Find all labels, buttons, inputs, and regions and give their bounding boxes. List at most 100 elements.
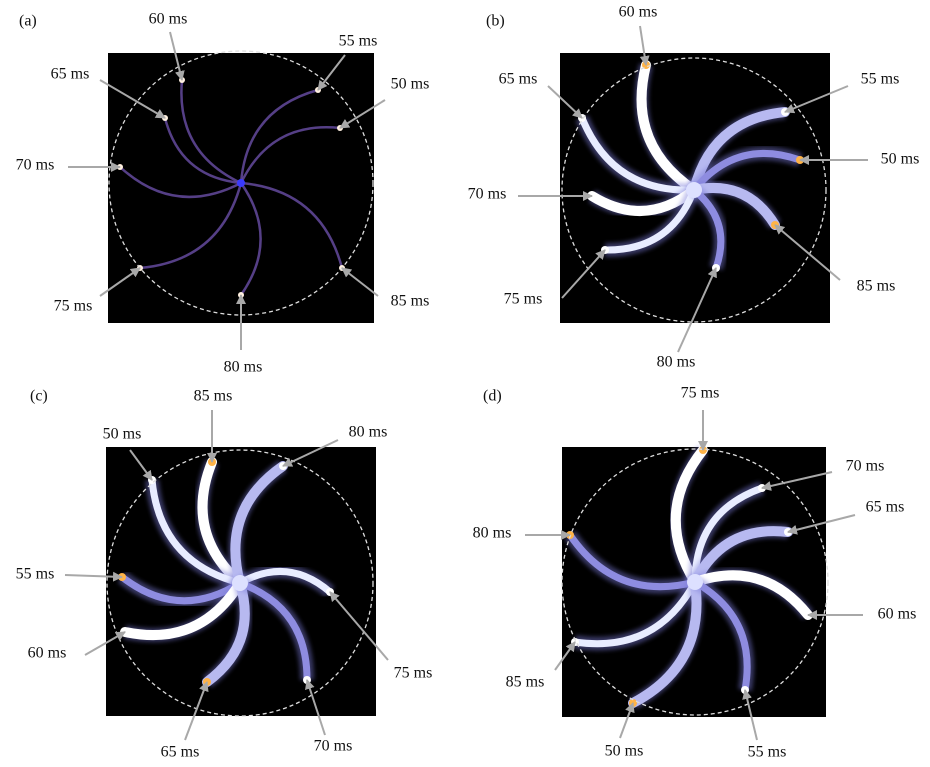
panel: (a) 60 ms 55 ms 65 ms 50 ms 70 ms 75 ms 85 ms 80… [16, 11, 430, 376]
boundary [108, 50, 374, 316]
arrow [84, 631, 126, 656]
arrow [619, 702, 635, 739]
annotation: 75 ms [54, 298, 93, 315]
annotation: 55 ms [748, 744, 787, 761]
panel: (c) 85 ms 50 ms 80 ms 55 ms 60 ms 75 ms 65 ms 70… [16, 388, 433, 761]
streamer [139, 182, 243, 270]
annotation: 70 ms [314, 738, 353, 755]
annotation: 60 ms [149, 11, 188, 28]
arrow [329, 591, 389, 661]
streamer [240, 181, 344, 269]
annotation: 55 ms [16, 566, 55, 583]
panel: (b) 60 ms 65 ms 55 ms 50 ms 70 ms 75 ms 85 ms 80… [468, 4, 920, 371]
annotation: 50 ms [103, 426, 142, 443]
arrow [339, 99, 386, 129]
annotation: 65 ms [161, 744, 200, 761]
annotation: 50 ms [391, 76, 430, 93]
arrow [184, 681, 209, 741]
annotation: 75 ms [504, 291, 543, 308]
streamer [230, 461, 288, 588]
center [232, 575, 248, 591]
arrow [639, 25, 650, 66]
annotation: 65 ms [866, 499, 905, 516]
streamer [636, 60, 699, 195]
arrow [317, 54, 346, 91]
streamer [628, 577, 702, 708]
streamer [601, 186, 698, 254]
arrow [677, 267, 717, 353]
streamer [236, 579, 311, 684]
annotation: 60 ms [878, 606, 917, 623]
annotation: 55 ms [861, 71, 900, 88]
streamer [690, 570, 813, 620]
arrow [129, 449, 153, 481]
annotation: 80 ms [473, 525, 512, 542]
streamer [566, 531, 699, 591]
streamer [236, 567, 334, 596]
annotation: 85 ms [391, 293, 430, 310]
streamer [690, 150, 804, 194]
annotation: 85 ms [194, 388, 233, 405]
center [686, 182, 702, 198]
arrow [761, 471, 833, 491]
streamer [239, 126, 341, 184]
boundary [561, 448, 829, 716]
annotation: 70 ms [846, 458, 885, 475]
arrow [341, 267, 379, 297]
annotation: 50 ms [605, 743, 644, 760]
boundary [106, 449, 374, 717]
streamer [239, 88, 319, 184]
panel-label: (a) [19, 13, 37, 30]
annotation: 65 ms [499, 71, 538, 88]
arrow [99, 79, 166, 119]
streamer [119, 166, 242, 199]
streamer [148, 476, 244, 587]
annotation: 70 ms [16, 157, 55, 174]
arrow [282, 439, 339, 467]
arrow [554, 641, 576, 671]
annotation: 80 ms [657, 354, 696, 371]
panel-label: (c) [30, 388, 48, 405]
annotation: 55 ms [339, 33, 378, 50]
center [237, 179, 245, 187]
arrow [64, 571, 123, 582]
annotation: 60 ms [28, 645, 67, 662]
arrow [787, 514, 856, 535]
arrow [305, 679, 326, 736]
arrow [169, 31, 185, 81]
streamer [670, 445, 708, 587]
annotation: 70 ms [468, 186, 507, 203]
annotation: 80 ms [349, 424, 388, 441]
panel-label: (d) [483, 388, 502, 405]
streamer [180, 79, 242, 185]
streamer [239, 182, 262, 296]
streamer [197, 457, 245, 588]
annotation: 85 ms [506, 674, 545, 691]
center [687, 574, 703, 590]
arrow [774, 224, 841, 281]
streamer [202, 578, 250, 687]
annotation: 50 ms [881, 151, 920, 168]
streamer [120, 578, 245, 641]
streamer [691, 578, 751, 694]
arrow [742, 689, 758, 741]
annotation: 75 ms [681, 385, 720, 402]
panel-label: (b) [486, 13, 505, 30]
annotation: 65 ms [51, 66, 90, 83]
annotation: 60 ms [619, 4, 658, 21]
panel: (d) 75 ms 70 ms 65 ms 80 ms 60 ms 85 ms 50 ms 55… [473, 385, 917, 761]
annotation: 80 ms [224, 359, 263, 376]
arrow [547, 85, 583, 119]
streamer [578, 114, 698, 194]
annotation: 75 ms [394, 665, 433, 682]
annotation: 85 ms [857, 278, 896, 295]
arrow [561, 249, 606, 299]
streamer [571, 578, 699, 648]
streamer [690, 526, 793, 587]
boundary [561, 57, 827, 323]
streamer [163, 117, 242, 185]
arrow [784, 85, 849, 114]
streamer [690, 186, 725, 272]
arrow [99, 267, 141, 297]
